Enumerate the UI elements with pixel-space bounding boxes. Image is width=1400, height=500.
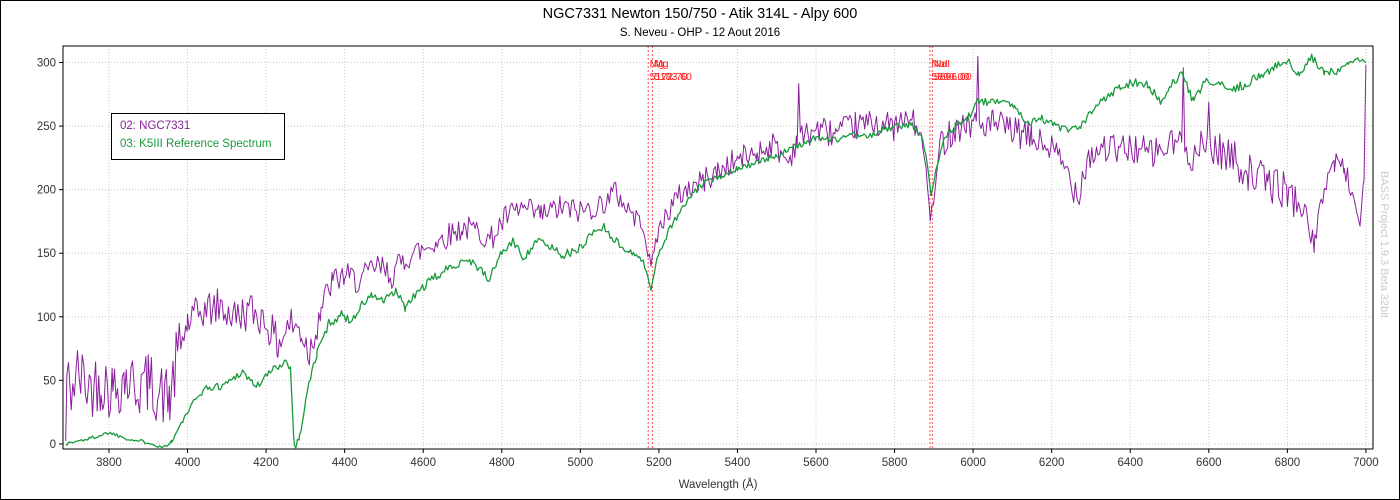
- y-tick-label: 100: [37, 312, 56, 324]
- legend-item-ngc7331: 02: NGC7331: [120, 118, 272, 136]
- x-tick-label: 5000: [568, 457, 594, 469]
- x-tick-label: 6200: [1039, 457, 1065, 469]
- x-axis-title: Wavelength (Å): [679, 478, 758, 491]
- y-tick-label: 150: [37, 248, 56, 260]
- x-tick-label: 5600: [803, 457, 829, 469]
- spectral-line-wavelength: 5172.70: [650, 71, 688, 83]
- x-tick-label: 6600: [1196, 457, 1222, 469]
- y-tick-label: 250: [37, 121, 56, 133]
- legend-label: 02: NGC7331: [120, 120, 191, 132]
- legend-box: 02: NGC7331 03: K5III Reference Spectrum: [111, 113, 285, 160]
- chart-subtitle: S. Neveu - OHP - 12 Aout 2016: [619, 27, 781, 39]
- spectral-line-name: NaI: [934, 58, 950, 70]
- y-tick-label: 200: [37, 185, 56, 197]
- x-tick-label: 4600: [410, 457, 436, 469]
- legend-item-reference: 03: K5III Reference Spectrum: [120, 136, 272, 154]
- y-tick-label: 50: [43, 375, 56, 387]
- x-tick-label: 3800: [96, 457, 122, 469]
- x-tick-label: 4400: [332, 457, 358, 469]
- x-tick-label: 5800: [882, 457, 908, 469]
- plot-border: [62, 45, 1374, 450]
- watermark-text: BASS Project 1.9.3 Beta 32bit: [1378, 171, 1390, 318]
- spectral-line-name: Mg: [654, 58, 669, 70]
- chart-title: NGC7331 Newton 150/750 - Atik 314L - Alp…: [542, 6, 858, 22]
- series-line-1: [65, 53, 1367, 449]
- x-tick-label: 4200: [253, 457, 279, 469]
- x-tick-label: 6800: [1275, 457, 1301, 469]
- spectral-line-wavelength: 5890.00: [931, 71, 969, 83]
- x-tick-label: 7000: [1353, 457, 1379, 469]
- x-tick-label: 5200: [646, 457, 672, 469]
- spectral-line-wavelength: 5183.60: [654, 71, 692, 83]
- x-tick-label: 4000: [175, 457, 201, 469]
- y-tick-label: 300: [37, 58, 56, 70]
- y-tick-label: 0: [50, 439, 56, 451]
- x-tick-label: 6400: [1117, 457, 1143, 469]
- x-tick-label: 6000: [960, 457, 986, 469]
- spectral-line-name: NaI: [931, 58, 947, 70]
- spectral-line-wavelength: 5896.00: [934, 71, 972, 83]
- legend-label: 03: K5III Reference Spectrum: [120, 137, 272, 150]
- series-line-0: [65, 55, 1367, 441]
- spectral-line-name: Mg: [650, 58, 665, 70]
- x-tick-label: 4800: [489, 457, 515, 469]
- x-tick-label: 5400: [725, 457, 751, 469]
